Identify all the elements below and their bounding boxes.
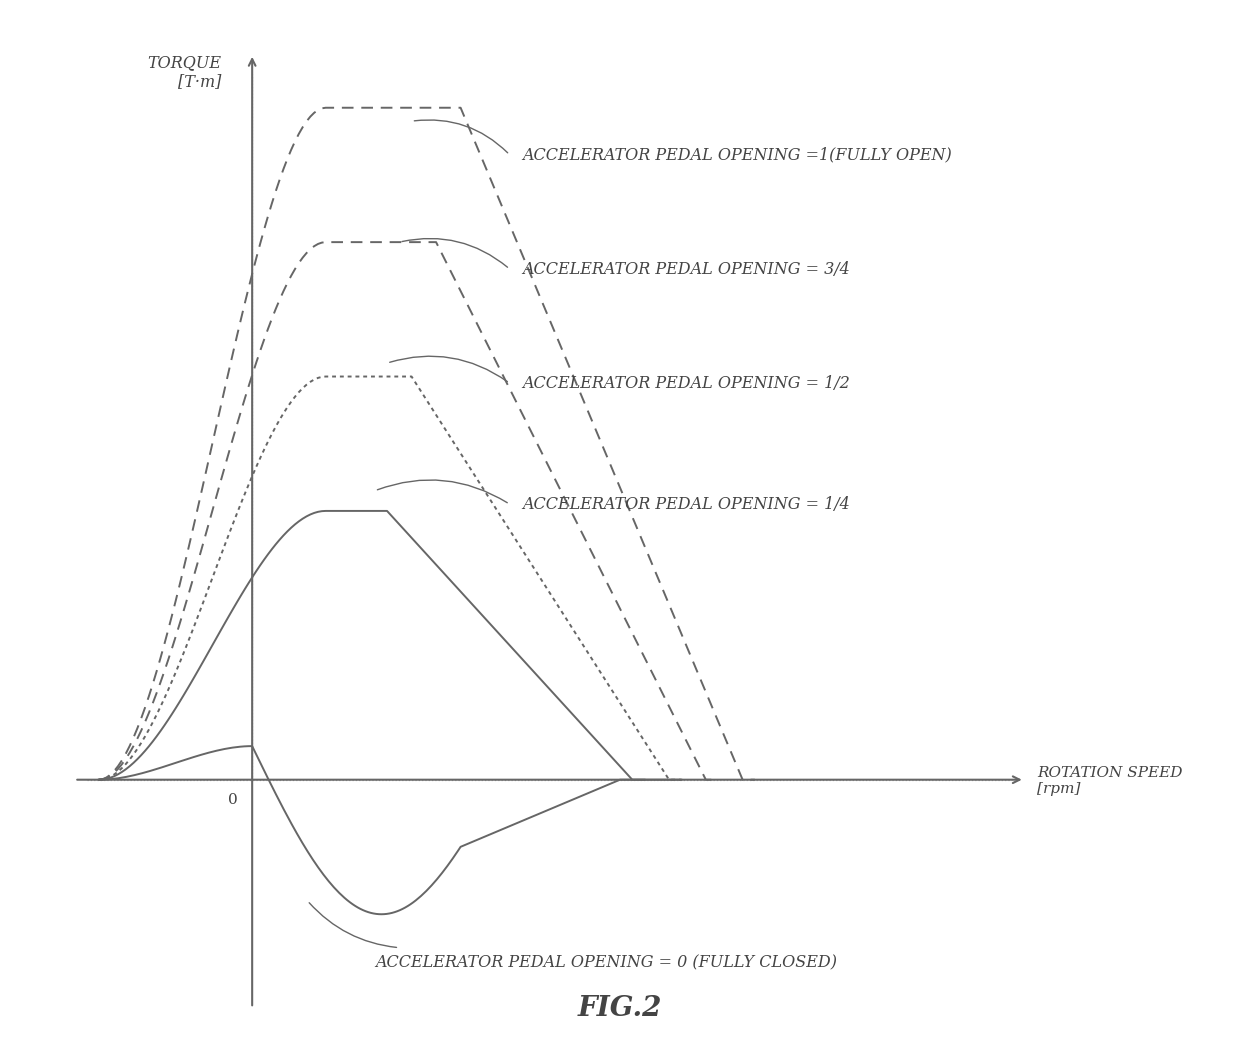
Text: ACCELERATOR PEDAL OPENING = 1/4: ACCELERATOR PEDAL OPENING = 1/4 [522, 496, 849, 513]
Text: ACCELERATOR PEDAL OPENING =1(FULLY OPEN): ACCELERATOR PEDAL OPENING =1(FULLY OPEN) [522, 146, 951, 164]
Text: ROTATION SPEED
[rpm]: ROTATION SPEED [rpm] [1037, 766, 1183, 796]
Text: TORQUE
[T·m]: TORQUE [T·m] [148, 54, 222, 91]
Text: ACCELERATOR PEDAL OPENING = 3/4: ACCELERATOR PEDAL OPENING = 3/4 [522, 260, 849, 277]
Text: ACCELERATOR PEDAL OPENING = 0 (FULLY CLOSED): ACCELERATOR PEDAL OPENING = 0 (FULLY CLO… [374, 954, 837, 971]
Text: 0: 0 [228, 793, 237, 808]
Text: ACCELERATOR PEDAL OPENING = 1/2: ACCELERATOR PEDAL OPENING = 1/2 [522, 375, 849, 392]
Text: FIG.2: FIG.2 [578, 995, 662, 1021]
